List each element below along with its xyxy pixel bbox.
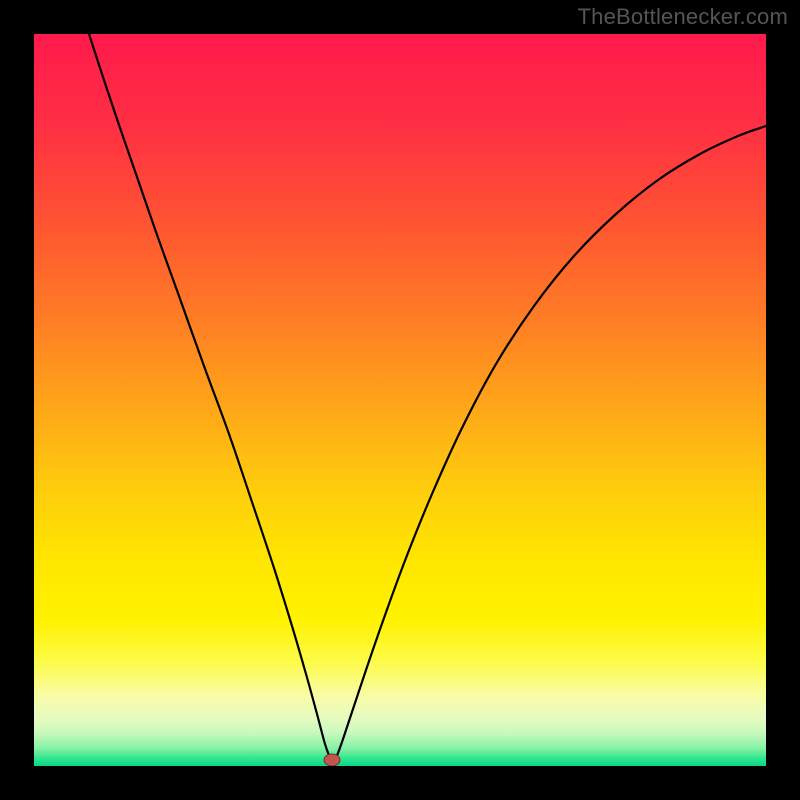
watermark-text: TheBottlenecker.com (578, 4, 788, 30)
minimum-marker (324, 754, 340, 766)
plot-area (34, 34, 766, 766)
chart-svg (34, 34, 766, 766)
gradient-background (34, 34, 766, 766)
chart-frame: TheBottlenecker.com (0, 0, 800, 800)
